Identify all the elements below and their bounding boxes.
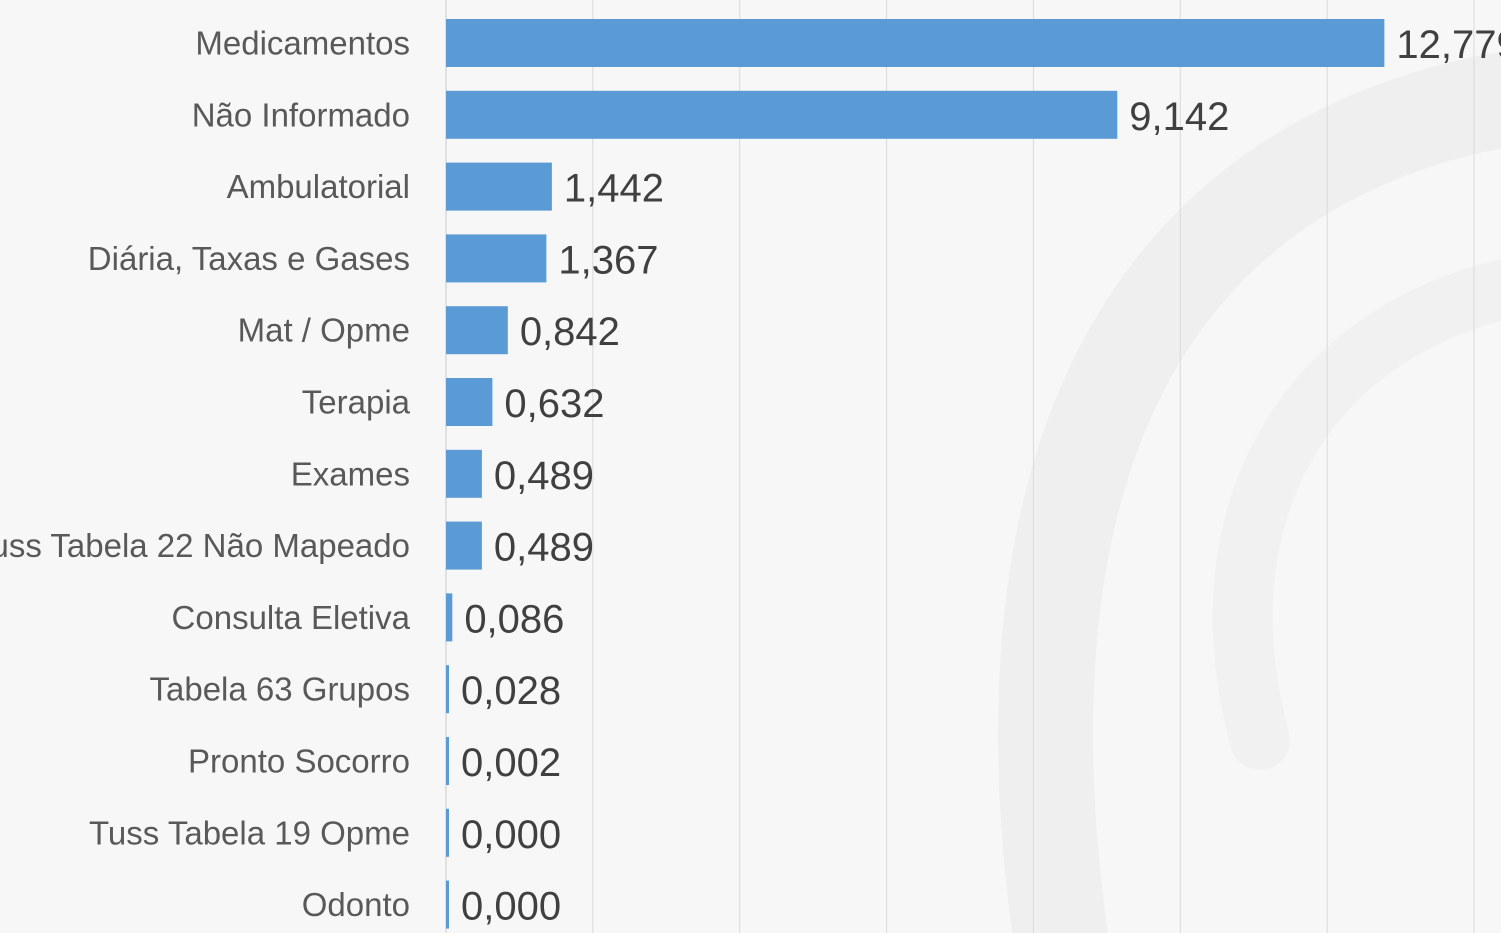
bar: [446, 234, 547, 283]
category-label: Mat / Opme: [238, 312, 410, 349]
value-label: 0,000: [461, 885, 561, 929]
value-label: 0,086: [464, 597, 564, 641]
bar: [446, 521, 482, 570]
category-labels: Medicamentos Não Informado Ambulatorial Diá…: [0, 25, 411, 924]
category-label: Não Informado: [192, 96, 410, 133]
category-label: Tabela 63 Grupos: [149, 671, 410, 708]
bars: [446, 19, 1385, 929]
value-label: 9,142: [1129, 95, 1229, 139]
category-label: Exames: [291, 455, 410, 492]
bar: [446, 306, 508, 355]
bar: [446, 378, 493, 426]
value-label: 0,489: [494, 454, 594, 498]
category-label: Ambulatorial: [227, 168, 410, 205]
bar: [446, 162, 552, 211]
category-label: Terapia: [302, 384, 411, 421]
value-label: 0,002: [461, 741, 561, 785]
value-label: 0,489: [494, 526, 594, 570]
value-label: 0,028: [461, 669, 561, 713]
bar: [446, 593, 453, 642]
category-label: Pronto Socorro: [188, 743, 410, 780]
value-labels: 12,779 9,142 1,442 1,367 0,842 0,632 0,489 0,48…: [461, 23, 1501, 929]
bar: [446, 449, 482, 498]
value-label: 0,842: [520, 310, 620, 354]
category-label: Odonto: [302, 886, 410, 923]
value-label: 0,632: [504, 382, 604, 426]
background-watermark: [998, 52, 1501, 933]
value-label: 0,000: [461, 813, 561, 857]
category-label: Tuss Tabela 19 Opme: [89, 814, 410, 851]
value-label: 1,442: [564, 167, 664, 211]
category-label: Diária, Taxas e Gases: [88, 240, 410, 277]
bar: [446, 665, 449, 714]
bar: [446, 880, 449, 929]
bar: [446, 808, 449, 857]
category-label: Medicamentos: [195, 25, 410, 62]
category-label: Consulta Eletiva: [172, 599, 411, 636]
value-label: 1,367: [558, 238, 658, 282]
bar: [446, 90, 1118, 139]
bar: [446, 19, 1385, 67]
category-label: Tuss Tabela 22 Não Mapeado: [0, 527, 410, 564]
bar: [446, 737, 449, 785]
value-label: 12,779: [1396, 23, 1501, 67]
